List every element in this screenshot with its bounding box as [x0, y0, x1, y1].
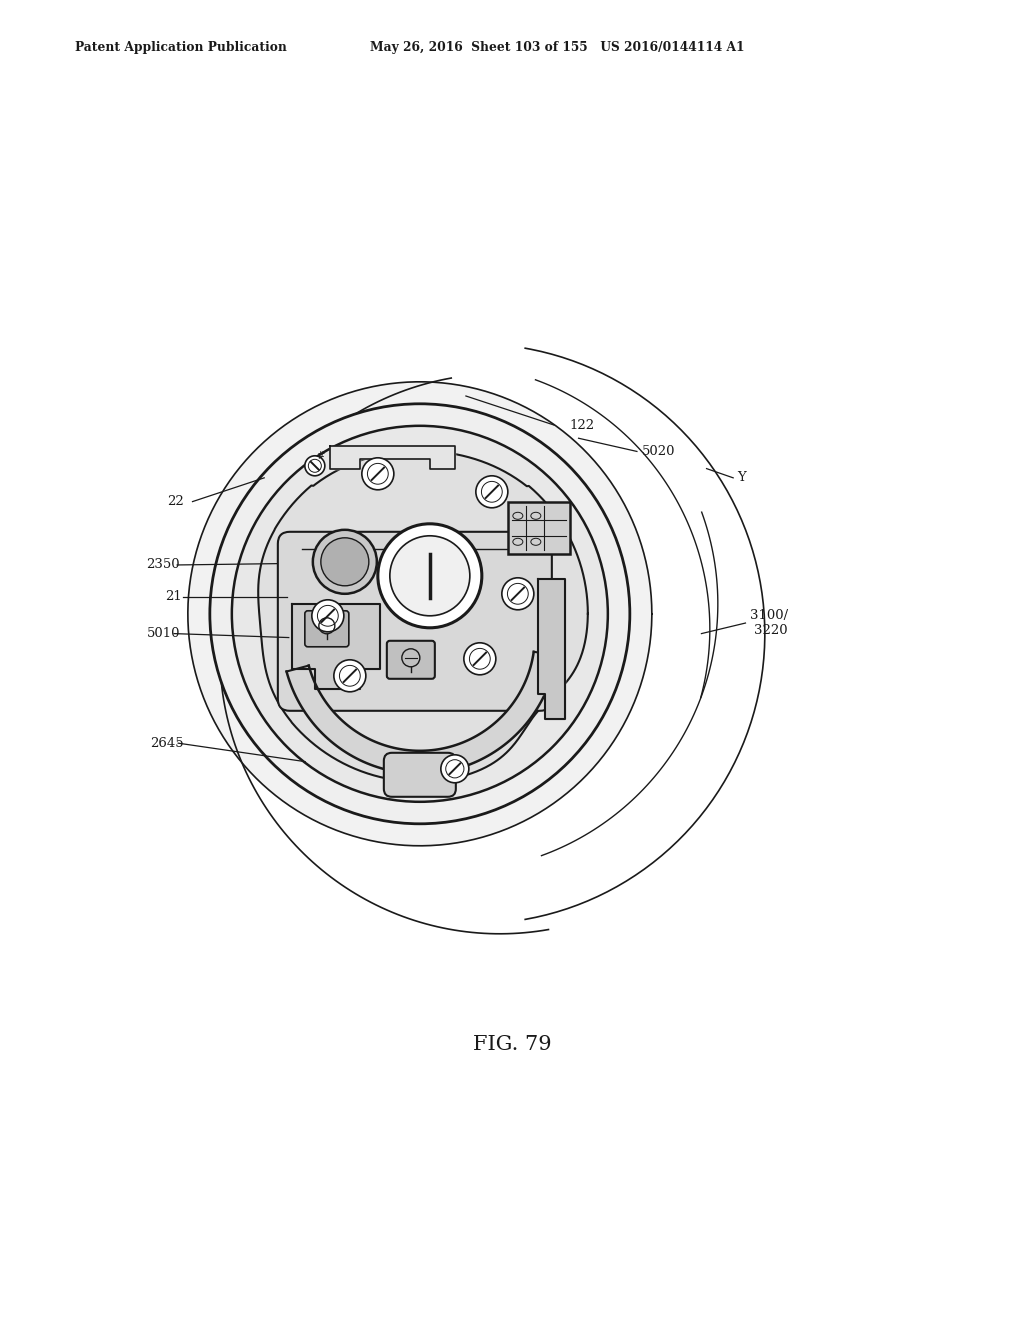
Circle shape	[313, 529, 377, 594]
Circle shape	[312, 599, 344, 632]
Circle shape	[361, 458, 394, 490]
Text: 122: 122	[569, 418, 595, 432]
Circle shape	[502, 578, 534, 610]
Text: May 26, 2016  Sheet 103 of 155   US 2016/0144114 A1: May 26, 2016 Sheet 103 of 155 US 2016/01…	[370, 41, 744, 54]
Polygon shape	[292, 603, 380, 689]
Circle shape	[441, 755, 469, 783]
Text: 22: 22	[167, 495, 183, 508]
Circle shape	[321, 537, 369, 586]
FancyBboxPatch shape	[387, 640, 435, 678]
Text: 5020: 5020	[642, 445, 676, 458]
Text: 21: 21	[165, 590, 181, 603]
FancyBboxPatch shape	[384, 752, 456, 797]
Text: FIG. 79: FIG. 79	[473, 1035, 551, 1055]
Text: Y: Y	[737, 471, 746, 484]
Text: 3100/
3220: 3100/ 3220	[750, 609, 787, 638]
Circle shape	[334, 660, 366, 692]
Text: Patent Application Publication: Patent Application Publication	[75, 41, 287, 54]
Circle shape	[464, 643, 496, 675]
FancyBboxPatch shape	[278, 532, 552, 710]
Text: 2350: 2350	[146, 558, 180, 572]
FancyBboxPatch shape	[508, 502, 569, 554]
Text: 5010: 5010	[146, 627, 180, 640]
Circle shape	[210, 404, 630, 824]
FancyBboxPatch shape	[305, 611, 349, 647]
Circle shape	[305, 455, 325, 475]
Polygon shape	[287, 652, 556, 774]
Polygon shape	[258, 451, 588, 781]
Circle shape	[378, 524, 482, 628]
Polygon shape	[538, 578, 565, 719]
Text: #: #	[316, 451, 325, 461]
Circle shape	[231, 426, 608, 801]
Text: 2645: 2645	[151, 737, 184, 750]
Circle shape	[476, 475, 508, 508]
Polygon shape	[330, 446, 455, 469]
Polygon shape	[187, 381, 652, 846]
Circle shape	[390, 536, 470, 616]
